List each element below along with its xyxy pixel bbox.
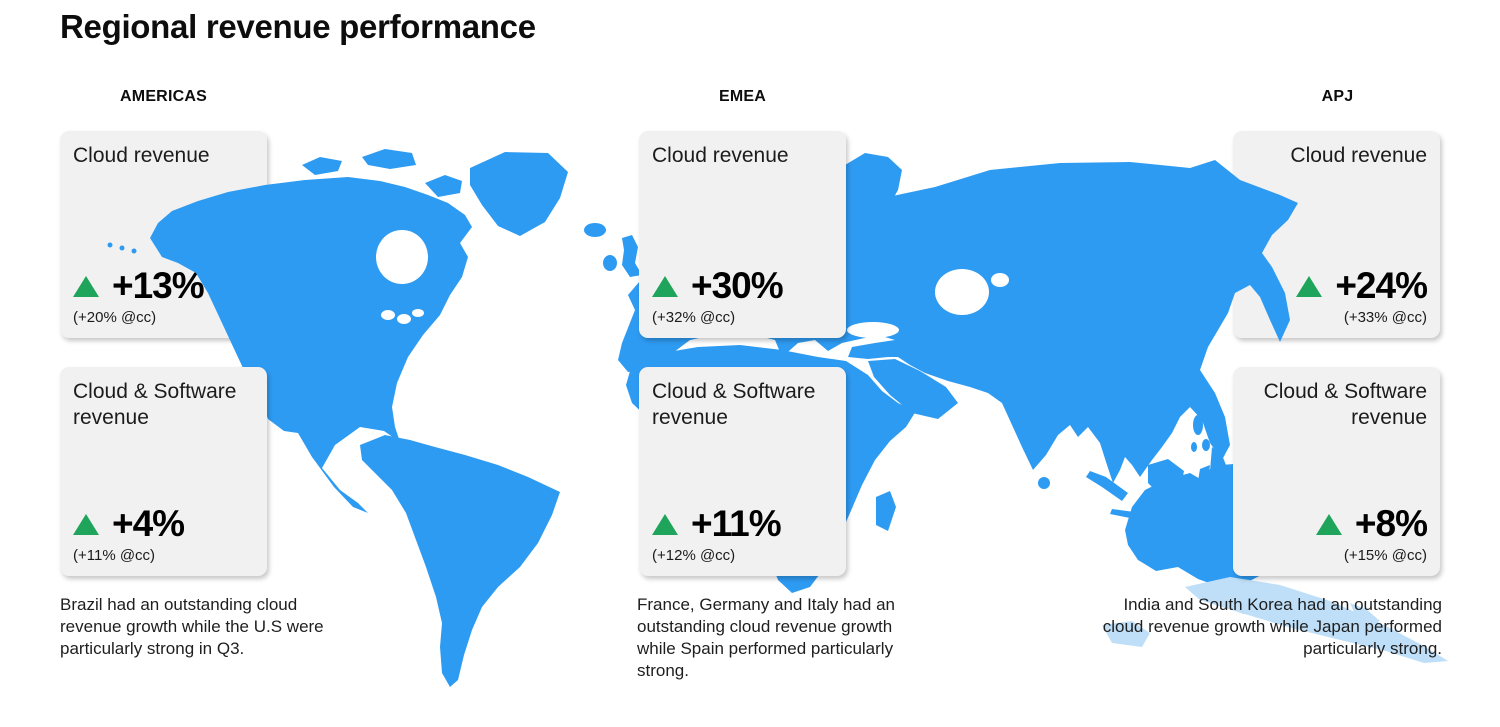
card-title: Cloud & Software revenue — [1263, 380, 1427, 430]
growth-value: +24% — [1335, 265, 1428, 307]
arabia-shape — [868, 359, 958, 419]
constant-currency-value: (+32% @cc) — [652, 309, 736, 326]
card-title: Cloud & Software revenue — [652, 380, 816, 430]
metric-row: +8% — [1246, 503, 1428, 545]
constant-currency-value: (+12% @cc) — [652, 547, 736, 564]
metric-row: +24% — [1246, 265, 1428, 307]
constant-currency-value: (+15% @cc) — [1343, 547, 1427, 564]
card-title: Cloud revenue — [73, 144, 210, 167]
up-triangle-icon — [652, 276, 678, 298]
card-title: Cloud revenue — [652, 144, 789, 167]
metric-row: +4% — [73, 503, 254, 545]
metric-row: +13% — [73, 265, 254, 307]
pale-map-layer — [1102, 577, 1448, 663]
metric-row: +30% — [652, 265, 833, 307]
growth-value: +11% — [691, 503, 782, 545]
region-header-apj: APJ — [1321, 88, 1354, 105]
constant-currency-value: (+20% @cc) — [73, 309, 157, 326]
constant-currency-value: (+11% @cc) — [73, 547, 156, 564]
growth-value: +8% — [1354, 503, 1428, 545]
south-america-shape — [360, 435, 560, 687]
up-triangle-icon — [1315, 514, 1342, 536]
up-triangle-icon — [652, 514, 678, 536]
card-emea-cloud-software-revenue: Cloud & Software revenue +11% (+12% @cc) — [639, 367, 846, 576]
page-title: Regional revenue performance — [60, 8, 536, 45]
region-header-emea: EMEA — [718, 88, 767, 105]
caption-apj: India and South Korea had an outstanding… — [1102, 595, 1442, 658]
card-title: Cloud & Software revenue — [73, 380, 237, 430]
metric-row: +11% — [652, 503, 833, 545]
up-triangle-icon — [73, 276, 99, 298]
new-zealand-swoosh — [1185, 577, 1448, 663]
caption-americas: Brazil had an outstanding cloud revenue … — [60, 595, 324, 658]
card-title: Cloud revenue — [1290, 144, 1427, 167]
card-emea-cloud-revenue: Cloud revenue +30% (+32% @cc) — [639, 131, 846, 338]
growth-value: +13% — [112, 265, 205, 307]
card-apj-cloud-software-revenue: Cloud & Software revenue +8% (+15% @cc) — [1233, 367, 1440, 576]
inland-water-layer — [376, 230, 1009, 338]
constant-currency-value: (+33% @cc) — [1343, 309, 1427, 326]
up-triangle-icon — [1296, 276, 1323, 298]
region-header-americas: AMERICAS — [120, 88, 207, 105]
growth-value: +4% — [112, 503, 185, 545]
growth-value: +30% — [691, 265, 784, 307]
caption-emea: France, Germany and Italy had an outstan… — [637, 595, 895, 680]
up-triangle-icon — [73, 514, 99, 536]
greenland-shape — [470, 152, 568, 236]
card-americas-cloud-software-revenue: Cloud & Software revenue +4% (+11% @cc) — [60, 367, 267, 576]
